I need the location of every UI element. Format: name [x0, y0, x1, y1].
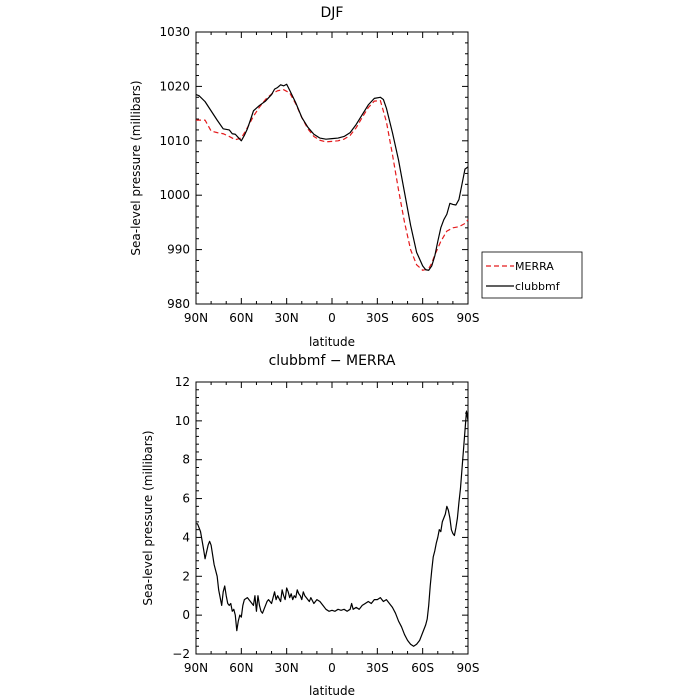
x-tick-label: 90N: [184, 661, 208, 675]
x-tick-label: 30S: [366, 661, 389, 675]
x-tick-label: 0: [328, 661, 336, 675]
x-tick-label: 60N: [229, 311, 253, 325]
chart-title: DJF: [321, 5, 344, 21]
y-axis-label: Sea-level pressure (millibars): [141, 430, 155, 605]
x-tick-label: 90S: [457, 661, 480, 675]
y-tick-label: 4: [182, 530, 190, 544]
y-tick-label: 990: [167, 243, 190, 257]
series-line-difference: [196, 410, 469, 647]
y-ticks: 980 990 1000 1010 1020 1030: [159, 25, 468, 311]
x-ticks: 90N 60N 30N 0 30S 60S 90S: [184, 382, 480, 675]
y-tick-label: 12: [175, 375, 190, 389]
y-tick-label: 8: [182, 453, 190, 467]
x-tick-label: 90S: [457, 311, 480, 325]
plot-frame: [195, 381, 469, 655]
x-ticks: 90N 60N 30N 0 30S 60S 90S: [184, 32, 480, 325]
y-tick-label: 1000: [159, 188, 190, 202]
legend: MERRA clubbmf: [481, 251, 583, 299]
x-tick-label: 30N: [275, 661, 299, 675]
y-tick-label: 0: [182, 608, 190, 622]
series-line-merra: [196, 89, 469, 271]
y-tick-label: 1020: [159, 79, 190, 93]
series-group: [195, 83, 469, 271]
x-tick-label: 30N: [275, 311, 299, 325]
x-tick-label: 90N: [184, 311, 208, 325]
x-tick-label: 60S: [411, 311, 434, 325]
y-tick-label: −2: [172, 647, 190, 661]
legend-label-clubbmf: clubbmf: [515, 280, 561, 293]
y-tick-label: 980: [167, 297, 190, 311]
plot-frame: [195, 31, 469, 305]
x-axis-label: latitude: [309, 684, 355, 698]
x-tick-label: 60S: [411, 661, 434, 675]
y-tick-label: 6: [182, 492, 190, 506]
x-axis-label: latitude: [309, 335, 355, 349]
chart-title: clubbmf − MERRA: [269, 353, 396, 369]
x-tick-label: 0: [328, 311, 336, 325]
chart-difference: clubbmf − MERRA Sea-level pressure (mill…: [141, 353, 479, 698]
chart-djf: DJF Sea-level pressure (millibars) latit…: [129, 5, 583, 349]
y-tick-label: 10: [175, 414, 190, 428]
y-ticks: −2 0 2 4 6 8 10 12: [172, 375, 468, 661]
legend-label-merra: MERRA: [515, 260, 554, 273]
series-group: [196, 410, 469, 647]
legend-box: [481, 251, 583, 299]
y-axis-label: Sea-level pressure (millibars): [129, 80, 143, 255]
series-line-clubbmf: [195, 83, 469, 271]
x-tick-label: 30S: [366, 311, 389, 325]
x-tick-label: 60N: [229, 661, 253, 675]
y-tick-label: 1030: [159, 25, 190, 39]
y-tick-label: 2: [182, 569, 190, 583]
y-tick-label: 1010: [159, 134, 190, 148]
